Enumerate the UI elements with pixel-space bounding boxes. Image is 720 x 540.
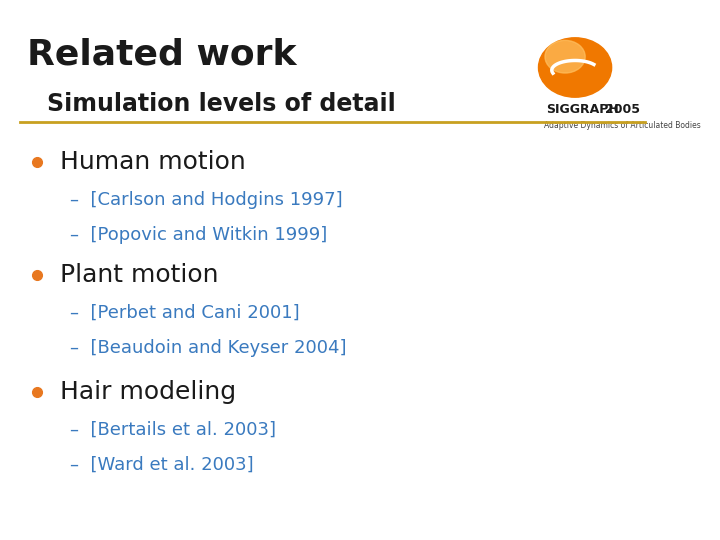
Text: Adaptive Dynamics of Articulated Bodies: Adaptive Dynamics of Articulated Bodies: [544, 122, 701, 131]
Text: –  [Popovic and Witkin 1999]: – [Popovic and Witkin 1999]: [70, 226, 327, 244]
Text: –  [Beaudoin and Keyser 2004]: – [Beaudoin and Keyser 2004]: [70, 339, 346, 357]
Circle shape: [545, 40, 585, 73]
Text: Related work: Related work: [27, 38, 296, 72]
Text: –  [Bertails et al. 2003]: – [Bertails et al. 2003]: [70, 420, 276, 438]
Text: Hair modeling: Hair modeling: [60, 380, 236, 403]
Text: SIGGRAPH: SIGGRAPH: [546, 103, 619, 116]
Text: 2005: 2005: [605, 103, 640, 116]
Text: –  [Carlson and Hodgins 1997]: – [Carlson and Hodgins 1997]: [70, 191, 343, 209]
Text: –  [Perbet and Cani 2001]: – [Perbet and Cani 2001]: [70, 304, 300, 322]
Text: –  [Ward et al. 2003]: – [Ward et al. 2003]: [70, 455, 253, 474]
Text: Simulation levels of detail: Simulation levels of detail: [47, 92, 395, 116]
Text: Human motion: Human motion: [60, 150, 246, 174]
Text: Plant motion: Plant motion: [60, 264, 218, 287]
Circle shape: [539, 38, 611, 97]
